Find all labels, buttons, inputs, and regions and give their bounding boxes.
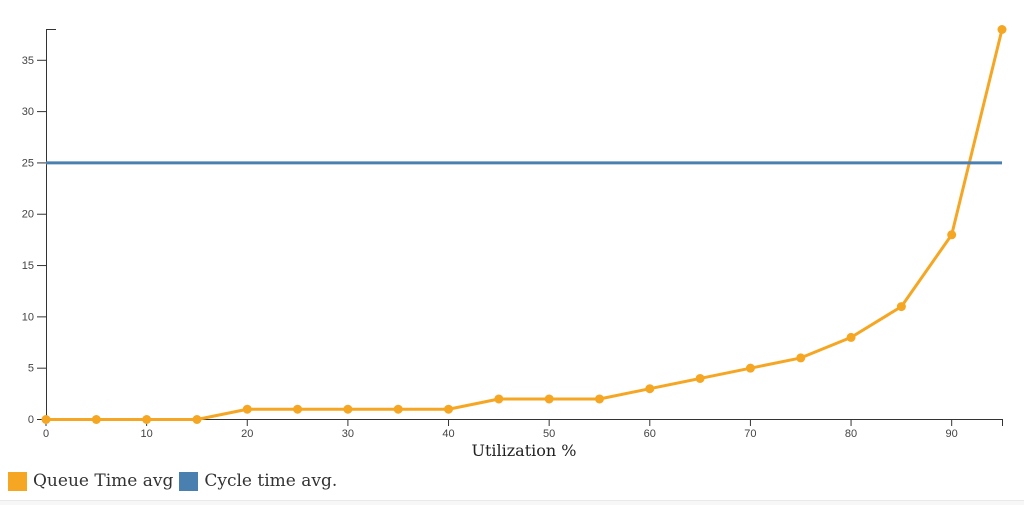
x-tick-label: 20 [241,428,253,440]
data-point-marker [343,404,353,414]
data-point-marker [645,384,655,394]
x-tick-label: 50 [543,428,555,440]
utilization-chart: 0 5 10 15 20 25 30 35 0 10 20 30 40 50 60 70 80 90 Utiliza… [22,25,1007,460]
data-point-marker [896,302,906,312]
data-point-marker [293,404,303,414]
x-tick-label: 70 [744,428,756,440]
data-point-marker [494,394,504,404]
data-point-marker [91,415,101,424]
legend-label-cycle-time: Cycle time avg. [204,471,338,491]
y-tick-label: 30 [22,106,34,118]
data-point-marker [393,404,403,414]
data-point-marker [544,394,554,404]
data-point-marker [796,353,806,363]
data-point-marker [745,363,755,373]
data-point-marker [192,415,202,424]
data-point-marker [947,230,957,240]
y-tick-label: 35 [22,55,34,67]
y-tick-label: 0 [28,414,34,426]
y-tick-label: 15 [22,260,34,272]
x-tick-label: 90 [946,428,958,440]
data-point-marker [242,404,252,414]
x-tick-label: 10 [141,428,153,440]
queue-time-avg-line [44,28,1004,421]
data-point-marker [846,332,856,342]
data-point-marker [594,394,604,404]
legend-item-queue-time[interactable]: Queue Time avg [8,471,173,491]
data-point-marker [444,404,454,414]
y-tick-label: 5 [28,363,34,375]
x-axis-line [46,419,1003,426]
x-tick-label: 0 [43,428,49,440]
legend-label-queue-time: Queue Time avg [33,471,174,491]
legend-swatch-queue-time [8,471,27,491]
data-point-marker [41,415,51,424]
x-tick-label: 60 [644,428,656,440]
x-tick-label: 80 [845,428,857,440]
y-axis-line [46,29,56,420]
y-tick-label: 25 [22,157,34,169]
chart-legend: Queue Time avg Cycle time avg. [8,471,337,491]
legend-item-cycle-time[interactable]: Cycle time avg. [179,471,337,491]
data-point-marker [695,373,705,383]
y-tick-label: 20 [22,209,34,221]
x-tick-label: 30 [342,428,354,440]
chart-svg: 0 5 10 15 20 25 30 35 0 10 20 30 40 50 60 70 80 90 Utiliza… [22,25,1007,460]
y-tick-label: 10 [22,311,34,323]
x-axis-title: Utilization % [471,441,576,460]
data-point-marker [142,415,152,424]
x-tick-label: 40 [442,428,454,440]
bottom-divider [0,500,1024,505]
legend-swatch-cycle-time [179,471,199,491]
data-point-marker [997,25,1007,34]
